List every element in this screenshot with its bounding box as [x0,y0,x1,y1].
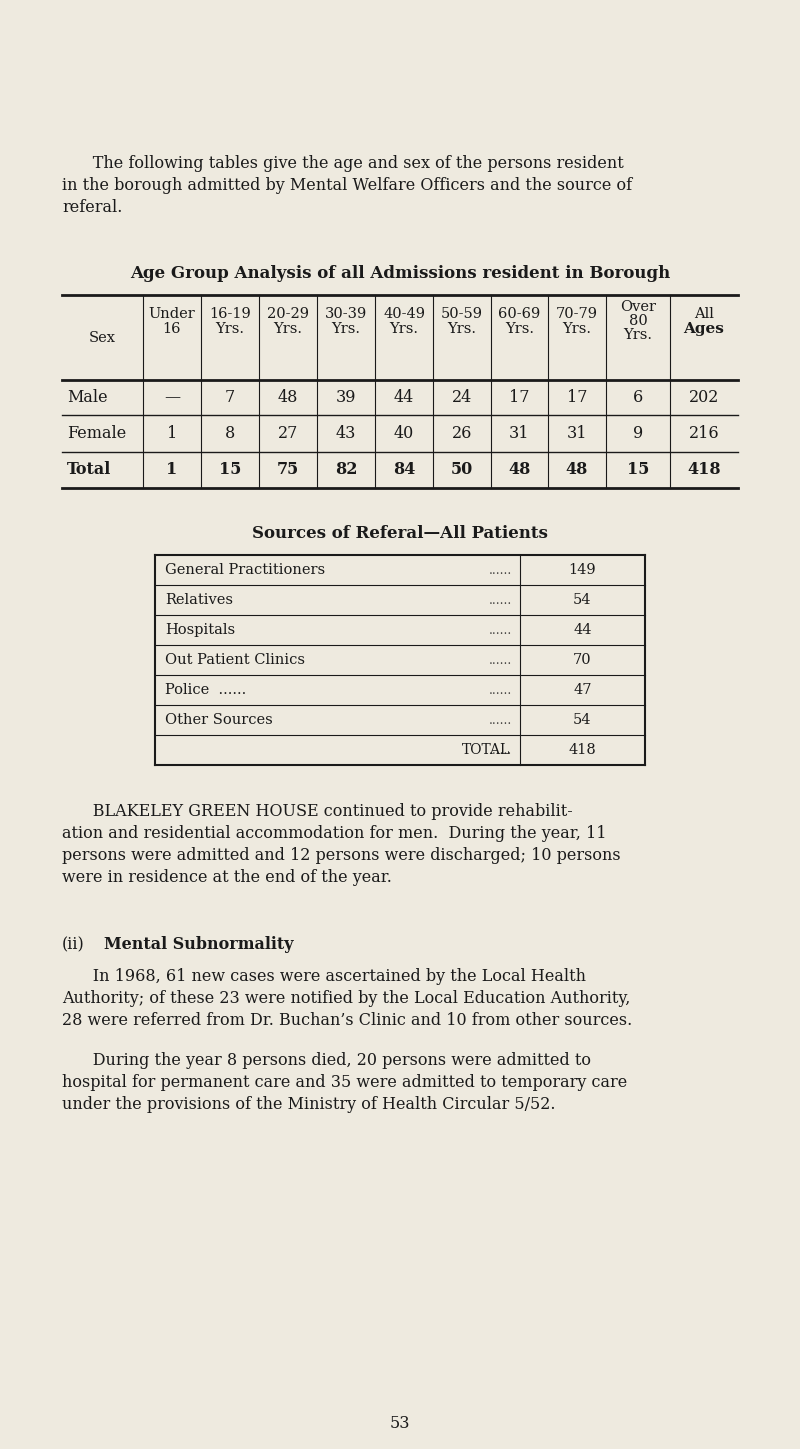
Text: 48: 48 [508,461,530,478]
Text: 1: 1 [167,425,177,442]
Text: ation and residential accommodation for men.  During the year, 11: ation and residential accommodation for … [62,824,606,842]
Text: 15: 15 [219,461,241,478]
Text: 418: 418 [569,743,596,756]
Text: (ii): (ii) [62,936,85,953]
Text: Over: Over [620,300,656,314]
Text: Relatives: Relatives [165,593,233,607]
Text: 70: 70 [573,653,592,667]
Text: 418: 418 [687,461,721,478]
Text: in the borough admitted by Mental Welfare Officers and the source of: in the borough admitted by Mental Welfar… [62,177,632,194]
Text: 202: 202 [689,388,719,406]
Text: 30-39: 30-39 [325,307,367,322]
Text: 24: 24 [452,388,472,406]
Text: 27: 27 [278,425,298,442]
Text: Sources of Referal—All Patients: Sources of Referal—All Patients [252,525,548,542]
Text: ......: ...... [489,653,512,667]
Text: ......: ...... [489,713,512,726]
Text: 1: 1 [166,461,178,478]
Text: 54: 54 [574,713,592,727]
Text: Total: Total [67,461,111,478]
Text: were in residence at the end of the year.: were in residence at the end of the year… [62,869,392,885]
Text: 70-79: 70-79 [556,307,598,322]
Text: 48: 48 [278,388,298,406]
Text: under the provisions of the Ministry of Health Circular 5/52.: under the provisions of the Ministry of … [62,1095,555,1113]
Text: Yrs.: Yrs. [447,322,477,336]
Text: 28 were referred from Dr. Buchan’s Clinic and 10 from other sources.: 28 were referred from Dr. Buchan’s Clini… [62,1011,632,1029]
Text: All: All [694,307,714,322]
Text: Yrs.: Yrs. [562,322,591,336]
Text: 7: 7 [225,388,235,406]
Text: Male: Male [67,388,108,406]
Text: Mental Subnormality: Mental Subnormality [104,936,294,953]
Text: In 1968, 61 new cases were ascertained by the Local Health: In 1968, 61 new cases were ascertained b… [62,968,586,985]
Text: Yrs.: Yrs. [215,322,245,336]
Text: Yrs.: Yrs. [331,322,361,336]
Text: —: — [164,388,180,406]
Text: 26: 26 [452,425,472,442]
Text: 216: 216 [689,425,719,442]
Text: Other Sources: Other Sources [165,713,273,727]
Text: hospital for permanent care and 35 were admitted to temporary care: hospital for permanent care and 35 were … [62,1074,627,1091]
Text: 39: 39 [336,388,356,406]
Text: 40: 40 [394,425,414,442]
Text: 80: 80 [629,314,647,327]
Text: 6: 6 [633,388,643,406]
Text: BLAKELEY GREEN HOUSE continued to provide rehabilit-: BLAKELEY GREEN HOUSE continued to provid… [62,803,573,820]
Text: 47: 47 [574,682,592,697]
Text: 40-49: 40-49 [383,307,425,322]
Text: During the year 8 persons died, 20 persons were admitted to: During the year 8 persons died, 20 perso… [62,1052,591,1069]
Text: 31: 31 [566,425,587,442]
Text: Yrs.: Yrs. [623,327,653,342]
Text: ......: ...... [489,623,512,636]
Text: ......: ...... [489,564,512,577]
Text: 50: 50 [451,461,473,478]
Text: Yrs.: Yrs. [505,322,534,336]
Text: 60-69: 60-69 [498,307,541,322]
Text: Ages: Ages [683,322,725,336]
Text: 44: 44 [394,388,414,406]
Text: 15: 15 [627,461,649,478]
Text: Sex: Sex [89,330,116,345]
Text: Police  ......: Police ...... [165,682,246,697]
Text: 54: 54 [574,593,592,607]
Text: 17: 17 [566,388,587,406]
Text: 53: 53 [390,1416,410,1432]
Text: 43: 43 [336,425,356,442]
Text: 75: 75 [277,461,299,478]
Text: Yrs.: Yrs. [390,322,418,336]
Text: 20-29: 20-29 [267,307,309,322]
Text: 16: 16 [162,322,182,336]
Text: 16-19: 16-19 [209,307,251,322]
Text: 82: 82 [334,461,358,478]
Text: 17: 17 [510,388,530,406]
Text: referal.: referal. [62,199,122,216]
Text: General Practitioners: General Practitioners [165,564,325,577]
Text: 84: 84 [393,461,415,478]
Text: 31: 31 [510,425,530,442]
Text: ......: ...... [489,684,512,697]
Text: Out Patient Clinics: Out Patient Clinics [165,653,305,667]
Text: persons were admitted and 12 persons were discharged; 10 persons: persons were admitted and 12 persons wer… [62,848,621,864]
Text: Age Group Analysis of all Admissions resident in Borough: Age Group Analysis of all Admissions res… [130,265,670,283]
Text: 8: 8 [225,425,235,442]
Text: Authority; of these 23 were notified by the Local Education Authority,: Authority; of these 23 were notified by … [62,990,630,1007]
Text: ......: ...... [489,594,512,607]
Text: 9: 9 [633,425,643,442]
Text: ......: ...... [489,743,512,756]
Text: TOTAL: TOTAL [462,743,510,756]
Text: Hospitals: Hospitals [165,623,235,638]
Text: Yrs.: Yrs. [274,322,302,336]
Text: 149: 149 [569,564,596,577]
Text: 48: 48 [566,461,588,478]
Text: 44: 44 [574,623,592,638]
Text: The following tables give the age and sex of the persons resident: The following tables give the age and se… [62,155,624,172]
Text: Female: Female [67,425,126,442]
Text: Under: Under [149,307,195,322]
Text: 50-59: 50-59 [441,307,483,322]
